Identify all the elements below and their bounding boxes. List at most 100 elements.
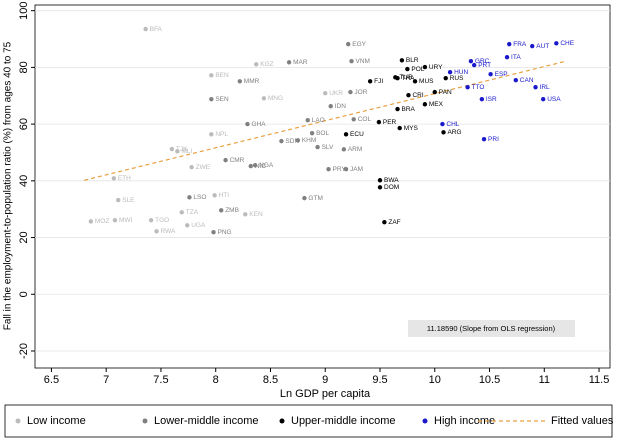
point-label: COL <box>358 116 372 123</box>
point <box>530 43 535 49</box>
x-tick-label: 10.5 <box>479 374 500 386</box>
x-tick-label: 6.5 <box>44 374 59 386</box>
point-label: FJI <box>374 78 383 85</box>
point <box>377 185 383 190</box>
point-label: MEX <box>429 101 444 108</box>
point-label: LAO <box>312 117 325 124</box>
point <box>397 125 402 131</box>
legend-label: High income <box>434 415 495 427</box>
point <box>116 197 121 203</box>
legend-label: Low income <box>27 415 86 427</box>
point <box>349 58 354 64</box>
point-label: ZWE <box>196 164 211 171</box>
point-label: CHE <box>560 40 574 47</box>
point <box>143 26 148 32</box>
point-label: SDN <box>285 138 299 145</box>
point <box>243 212 248 217</box>
x-tick-label: 10 <box>429 374 441 386</box>
legend-label: Fitted values <box>551 415 614 427</box>
point-label: AUT <box>536 43 549 50</box>
point <box>488 71 493 77</box>
point-label: ITA <box>511 54 521 61</box>
point-label: PER <box>383 119 397 126</box>
point-label: NGA <box>259 162 274 169</box>
point <box>185 223 190 228</box>
point <box>179 210 184 215</box>
x-tick-label: 8 <box>213 374 219 386</box>
legend-box <box>4 404 613 438</box>
legend-label: Lower-middle income <box>154 415 259 427</box>
annotation: 11.18590 (Slope from OLS regression) <box>427 324 556 333</box>
point-label: GHA <box>251 121 266 128</box>
point <box>440 121 445 127</box>
point-label: CHL <box>446 121 459 128</box>
point <box>218 208 224 213</box>
point <box>245 121 250 127</box>
point-label: ETH <box>118 175 131 182</box>
point-label: GTM <box>308 195 322 202</box>
point-label: NIC <box>255 163 267 170</box>
point-label: BRA <box>402 106 416 113</box>
point <box>348 89 353 95</box>
point <box>395 106 400 112</box>
y-tick-label: 0 <box>18 291 30 297</box>
point <box>295 138 301 143</box>
point-label: MWI <box>119 217 133 224</box>
point <box>395 75 400 81</box>
point-label: LSO <box>193 194 206 201</box>
point-label: ESP <box>495 71 508 78</box>
plot-frame <box>34 4 611 369</box>
point-label: IDN <box>335 103 347 110</box>
point-label: SLE <box>122 197 135 204</box>
point <box>112 218 118 223</box>
point-label: SLV <box>322 144 334 151</box>
point-label: MOZ <box>95 218 109 225</box>
point-label: MAR <box>293 59 308 66</box>
point <box>309 130 315 136</box>
point <box>533 85 538 90</box>
point <box>399 58 405 63</box>
legend-marker <box>15 418 21 424</box>
y-tick-label: 60 <box>18 118 30 130</box>
point-label: PNG <box>218 229 232 236</box>
point <box>507 41 512 47</box>
y-tick-label: -20 <box>18 343 30 359</box>
point-label: NPL <box>215 131 228 138</box>
point-label: PRI <box>488 136 499 143</box>
x-tick-label: 8.5 <box>263 374 278 386</box>
point <box>481 136 487 142</box>
point-label: FRA <box>513 41 527 48</box>
point-label: CAN <box>520 77 534 84</box>
point <box>154 229 159 234</box>
point <box>189 165 194 170</box>
point <box>254 62 259 67</box>
point <box>252 163 258 168</box>
point-label: MLI <box>181 148 192 155</box>
x-tick-label: 11.5 <box>589 374 610 386</box>
point-label: TJK <box>176 146 188 153</box>
point <box>209 132 214 137</box>
point <box>471 62 477 68</box>
point-label: HTI <box>219 192 230 199</box>
point-label: VNM <box>356 58 370 65</box>
point <box>328 104 333 109</box>
point <box>513 77 519 83</box>
point-label: KGZ <box>260 61 273 68</box>
point <box>248 163 253 169</box>
point-label: USA <box>547 96 561 103</box>
point <box>465 85 470 90</box>
point-label: PAN <box>439 89 452 96</box>
point-label: CRI <box>412 92 423 99</box>
x-tick-label: 7 <box>103 374 109 386</box>
legend-marker <box>279 418 285 424</box>
point <box>326 167 331 172</box>
point <box>286 60 292 65</box>
point-label: PRT <box>478 62 491 69</box>
point-label: SEN <box>215 96 229 103</box>
point-label: ISR <box>486 96 497 103</box>
point-label: RWA <box>161 228 176 235</box>
point <box>169 146 175 152</box>
x-tick-label: 9.5 <box>372 374 387 386</box>
point <box>422 64 428 70</box>
